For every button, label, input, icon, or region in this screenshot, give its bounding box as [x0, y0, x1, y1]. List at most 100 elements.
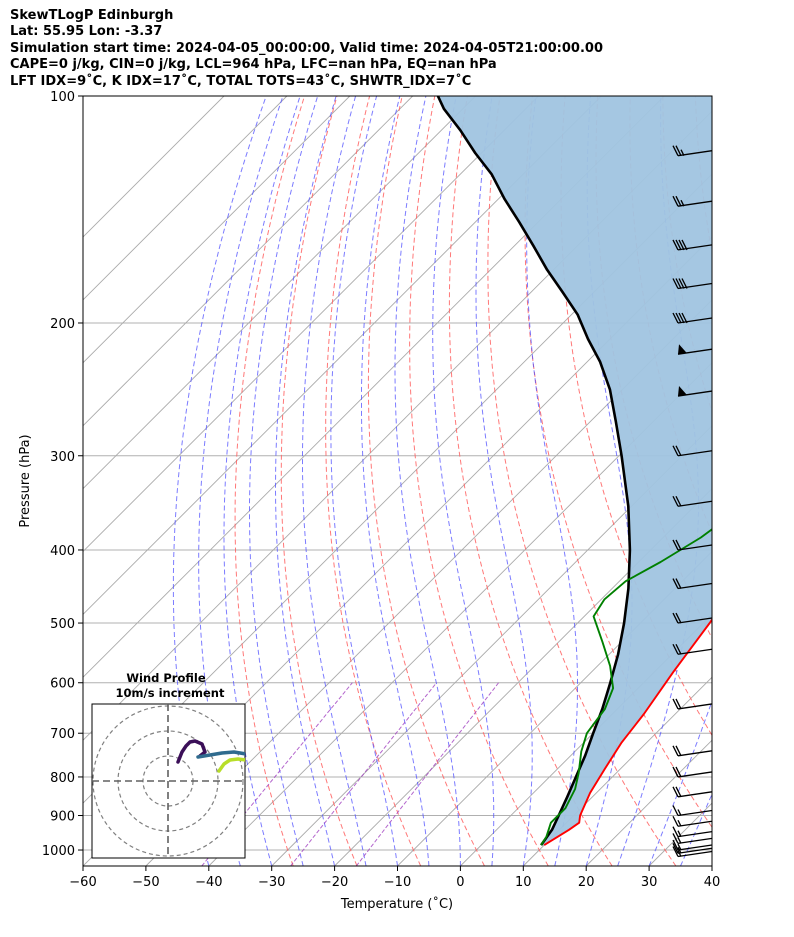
- isotherm-line: [83, 96, 476, 490]
- x-tick-label: 0: [456, 875, 464, 890]
- moist-adiabat-line: [302, 96, 367, 866]
- y-tick-label: 900: [50, 810, 75, 825]
- isotherm-line: [83, 96, 288, 301]
- mixing-ratio-line: [355, 682, 499, 866]
- x-tick-label: 40: [704, 875, 721, 890]
- y-tick-label: 200: [50, 317, 75, 332]
- y-tick-label: 500: [50, 617, 75, 632]
- moist-adiabat-line: [361, 96, 430, 866]
- x-tick-label: 30: [641, 875, 658, 890]
- moist-adiabat-line: [680, 793, 712, 866]
- moist-adiabat-line: [394, 96, 461, 866]
- wind-barb: [672, 766, 713, 778]
- y-tick-label: 700: [50, 727, 75, 742]
- hodograph-trace: [176, 739, 207, 764]
- wind-barb: [672, 815, 713, 827]
- wind-barb: [672, 539, 713, 551]
- x-tick-label: −60: [69, 875, 96, 890]
- moist-adiabat-line: [648, 699, 712, 866]
- isotherm-line: [334, 487, 712, 866]
- wind-barb: [672, 195, 713, 207]
- wind-barb: [677, 386, 713, 397]
- moist-adiabat-line: [223, 96, 301, 866]
- wind-barb: [672, 145, 713, 157]
- wind-barb: [672, 445, 713, 457]
- dry-adiabat-line: [234, 96, 305, 866]
- isotherm-line: [460, 613, 712, 866]
- isotherm-line: [83, 96, 414, 427]
- cin-cape-shading: [437, 96, 712, 846]
- header-times: Simulation start time: 2024-04-05_00:00:…: [10, 40, 603, 56]
- dry-adiabat-line: [409, 96, 549, 866]
- moist-adiabat-line: [198, 96, 284, 866]
- wind-barb: [672, 839, 713, 851]
- header-indices-2: LFT IDX=9˚C, K IDX=17˚C, TOTAL TOTS=43˚C…: [10, 73, 472, 89]
- wind-barb: [677, 344, 713, 355]
- dry-adiabat-line: [487, 96, 677, 866]
- x-axis-label: Temperature (˚C): [340, 896, 453, 912]
- dewpoint-profile-line: [540, 528, 712, 846]
- moist-adiabat-line: [617, 96, 699, 866]
- hodograph-trace: [217, 757, 245, 773]
- x-tick-label: 20: [578, 875, 595, 890]
- dry-adiabat-line: [761, 96, 794, 866]
- wind-barb: [672, 312, 713, 324]
- wind-barb: [672, 278, 713, 290]
- y-tick-label: 400: [50, 544, 75, 559]
- hodograph-subtitle: 10m/s increment: [116, 686, 225, 700]
- dry-adiabat-line: [325, 96, 422, 866]
- isotherm-line: [397, 550, 712, 866]
- header-location: Lat: 55.95 Lon: -3.37: [10, 24, 163, 40]
- y-tick-label: 1000: [42, 844, 75, 859]
- x-tick-label: −10: [384, 875, 411, 890]
- temperature-profile-line: [543, 618, 712, 846]
- wind-barb: [672, 612, 713, 624]
- isotherm-line: [83, 96, 602, 616]
- y-axis-label: Pressure (hPa): [18, 434, 33, 527]
- header-title: SkewTLogP Edinburgh: [10, 8, 174, 23]
- header-indices-1: CAPE=0 j/kg, CIN=0 j/kg, LCL=964 hPa, LF…: [10, 57, 497, 73]
- wind-barb: [672, 805, 713, 817]
- y-tick-label: 100: [50, 90, 75, 105]
- moist-adiabat-line: [526, 96, 578, 866]
- wind-barb: [672, 786, 713, 798]
- dry-adiabat-line: [728, 96, 794, 866]
- moist-adiabat-line: [711, 864, 712, 866]
- moist-adiabat-line: [432, 96, 495, 866]
- dry-adiabat-line: [448, 96, 613, 866]
- x-tick-label: −40: [195, 875, 222, 890]
- x-tick-label: −50: [132, 875, 159, 890]
- isotherm-line: [83, 96, 225, 238]
- chart-header: SkewTLogP Edinburgh Lat: 55.95 Lon: -3.3…: [10, 8, 603, 90]
- y-tick-label: 600: [50, 677, 75, 692]
- wind-barb: [672, 239, 713, 251]
- moist-adiabat-line: [249, 96, 319, 866]
- wind-barb: [672, 495, 713, 507]
- wind-barb: [672, 833, 713, 845]
- isotherm-line: [145, 299, 712, 866]
- mixing-ratio-line: [290, 682, 437, 866]
- moist-adiabat-line: [172, 96, 267, 866]
- moist-adiabat-line: [330, 96, 398, 866]
- y-tick-label: 800: [50, 771, 75, 786]
- hodograph-trace: [196, 750, 245, 759]
- dry-adiabat-line: [367, 96, 485, 866]
- hodograph: Wind Profile 10m/s increment: [91, 671, 246, 859]
- wind-barb: [672, 826, 713, 838]
- x-tick-label: 10: [515, 875, 532, 890]
- dry-adiabat-line: [280, 96, 358, 866]
- wind-barb: [672, 643, 713, 655]
- wind-barb: [672, 698, 713, 710]
- isotherm-line: [711, 865, 712, 866]
- hodograph-title: Wind Profile: [126, 671, 206, 685]
- wind-barb: [672, 578, 713, 590]
- x-tick-label: −30: [258, 875, 285, 890]
- y-tick-label: 300: [50, 450, 75, 465]
- wind-barb: [672, 745, 713, 757]
- isotherm-line: [83, 96, 351, 364]
- x-tick-label: −20: [321, 875, 348, 890]
- isotherm-line: [83, 96, 539, 553]
- moist-adiabat-line: [275, 96, 337, 866]
- parcel-profile-line: [436, 96, 632, 846]
